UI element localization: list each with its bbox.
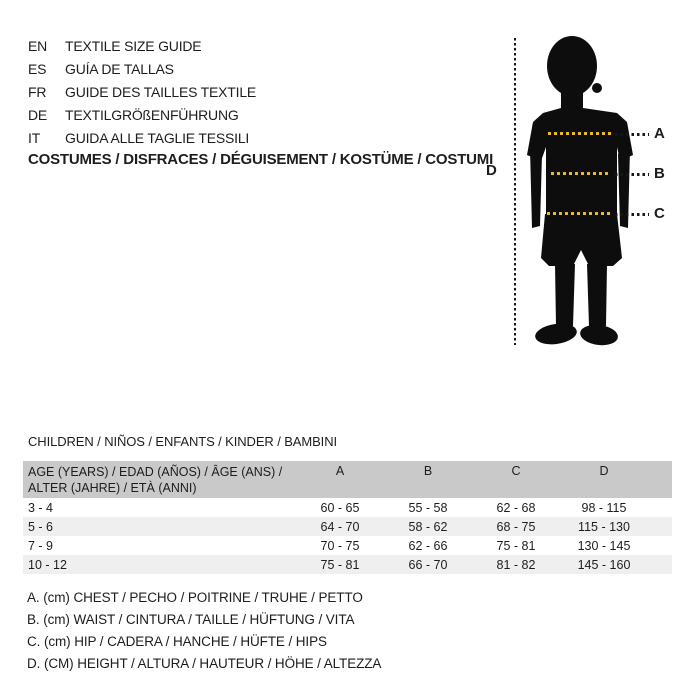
hip-cell: 75 - 81 <box>496 538 536 553</box>
chest-leader-dots <box>615 133 649 136</box>
hip-leader-dots <box>615 213 649 216</box>
waist-cell: 58 - 62 <box>408 519 448 534</box>
chest-cell: 75 - 81 <box>320 557 360 572</box>
legend-height: D. (CM) HEIGHT / ALTURA / HAUTEUR / HÖHE… <box>27 655 382 671</box>
language-code: FR <box>28 83 47 100</box>
measure-label-c: C <box>654 205 665 222</box>
hip-measure-line <box>547 212 613 215</box>
chest-cell: 70 - 75 <box>320 538 360 553</box>
height-cell: 145 - 160 <box>577 557 631 572</box>
language-title: GUIDE DES TAILLES TEXTILE <box>65 83 257 100</box>
hip-cell: 68 - 75 <box>496 519 536 534</box>
age-column-header: AGE (YEARS) / EDAD (AÑOS) / ÂGE (ANS) / … <box>23 461 296 498</box>
table-row: 10 - 12 75 - 81 66 - 70 81 - 82 145 - 16… <box>23 555 672 574</box>
height-dotted-line <box>514 38 516 345</box>
column-header-a: A <box>335 464 345 478</box>
language-title: TEXTILE SIZE GUIDE <box>65 37 202 54</box>
height-cell: 115 - 130 <box>578 519 630 534</box>
column-header-d: D <box>599 464 609 478</box>
language-row-fr: FR GUIDE DES TAILLES TEXTILE <box>28 80 256 103</box>
size-table: AGE (YEARS) / EDAD (AÑOS) / ÂGE (ANS) / … <box>23 461 672 574</box>
waist-leader-dots <box>615 173 649 176</box>
column-header-c: C <box>511 464 521 478</box>
language-title-list: EN TEXTILE SIZE GUIDE ES GUÍA DE TALLAS … <box>28 34 256 149</box>
height-cell: 98 - 115 <box>581 500 627 515</box>
language-row-en: EN TEXTILE SIZE GUIDE <box>28 34 256 57</box>
waist-cell: 66 - 70 <box>408 557 448 572</box>
language-row-de: DE TEXTILGRÖßENFÜHRUNG <box>28 103 256 126</box>
measure-label-d: D <box>486 162 497 179</box>
child-silhouette <box>527 36 633 346</box>
language-row-it: IT GUIDA ALLE TAGLIE TESSILI <box>28 126 256 149</box>
waist-cell: 55 - 58 <box>408 500 448 515</box>
measurement-legend: A. (cm) CHEST / PECHO / POITRINE / TRUHE… <box>27 586 381 674</box>
chest-cell: 64 - 70 <box>320 519 360 534</box>
language-title: TEXTILGRÖßENFÜHRUNG <box>65 106 239 123</box>
waist-measure-line <box>551 172 608 175</box>
table-header-row: AGE (YEARS) / EDAD (AÑOS) / ÂGE (ANS) / … <box>23 461 672 498</box>
age-header-line2: ALTER (JAHRE) / ETÀ (ANNI) <box>28 481 197 495</box>
legend-hip: C. (cm) HIP / CADERA / HANCHE / HÜFTE / … <box>27 633 327 649</box>
chest-cell: 60 - 65 <box>320 500 360 515</box>
language-code: IT <box>28 129 41 146</box>
column-header-b: B <box>423 464 433 478</box>
language-title: GUIDA ALLE TAGLIE TESSILI <box>65 129 250 146</box>
waist-cell: 62 - 66 <box>408 538 448 553</box>
age-header-line1: AGE (YEARS) / EDAD (AÑOS) / ÂGE (ANS) / <box>28 465 283 479</box>
height-cell: 130 - 145 <box>577 538 631 553</box>
legend-waist: B. (cm) WAIST / CINTURA / TAILLE / HÜFTU… <box>27 611 355 627</box>
language-code: DE <box>28 106 48 123</box>
hip-cell: 62 - 68 <box>496 500 536 515</box>
language-code: ES <box>28 60 47 77</box>
measure-label-b: B <box>654 165 665 182</box>
age-cell: 10 - 12 <box>28 557 67 572</box>
table-row: 7 - 9 70 - 75 62 - 66 75 - 81 130 - 145 <box>23 536 672 555</box>
table-row: 3 - 4 60 - 65 55 - 58 62 - 68 98 - 115 <box>23 498 672 517</box>
age-cell: 5 - 6 <box>28 519 54 534</box>
age-cell: 3 - 4 <box>28 500 54 515</box>
age-cell: 7 - 9 <box>28 538 54 553</box>
category-title: COSTUMES / DISFRACES / DÉGUISEMENT / KOS… <box>28 151 494 168</box>
chest-measure-line <box>548 132 612 135</box>
legend-chest: A. (cm) CHEST / PECHO / POITRINE / TRUHE… <box>27 589 363 605</box>
hip-cell: 81 - 82 <box>496 557 536 572</box>
table-row: 5 - 6 64 - 70 58 - 62 68 - 75 115 - 130 <box>23 517 672 536</box>
language-row-es: ES GUÍA DE TALLAS <box>28 57 256 80</box>
measure-label-a: A <box>654 125 665 142</box>
table-section-title: CHILDREN / NIÑOS / ENFANTS / KINDER / BA… <box>28 434 337 449</box>
language-title: GUÍA DE TALLAS <box>65 60 174 77</box>
language-code: EN <box>28 37 48 54</box>
